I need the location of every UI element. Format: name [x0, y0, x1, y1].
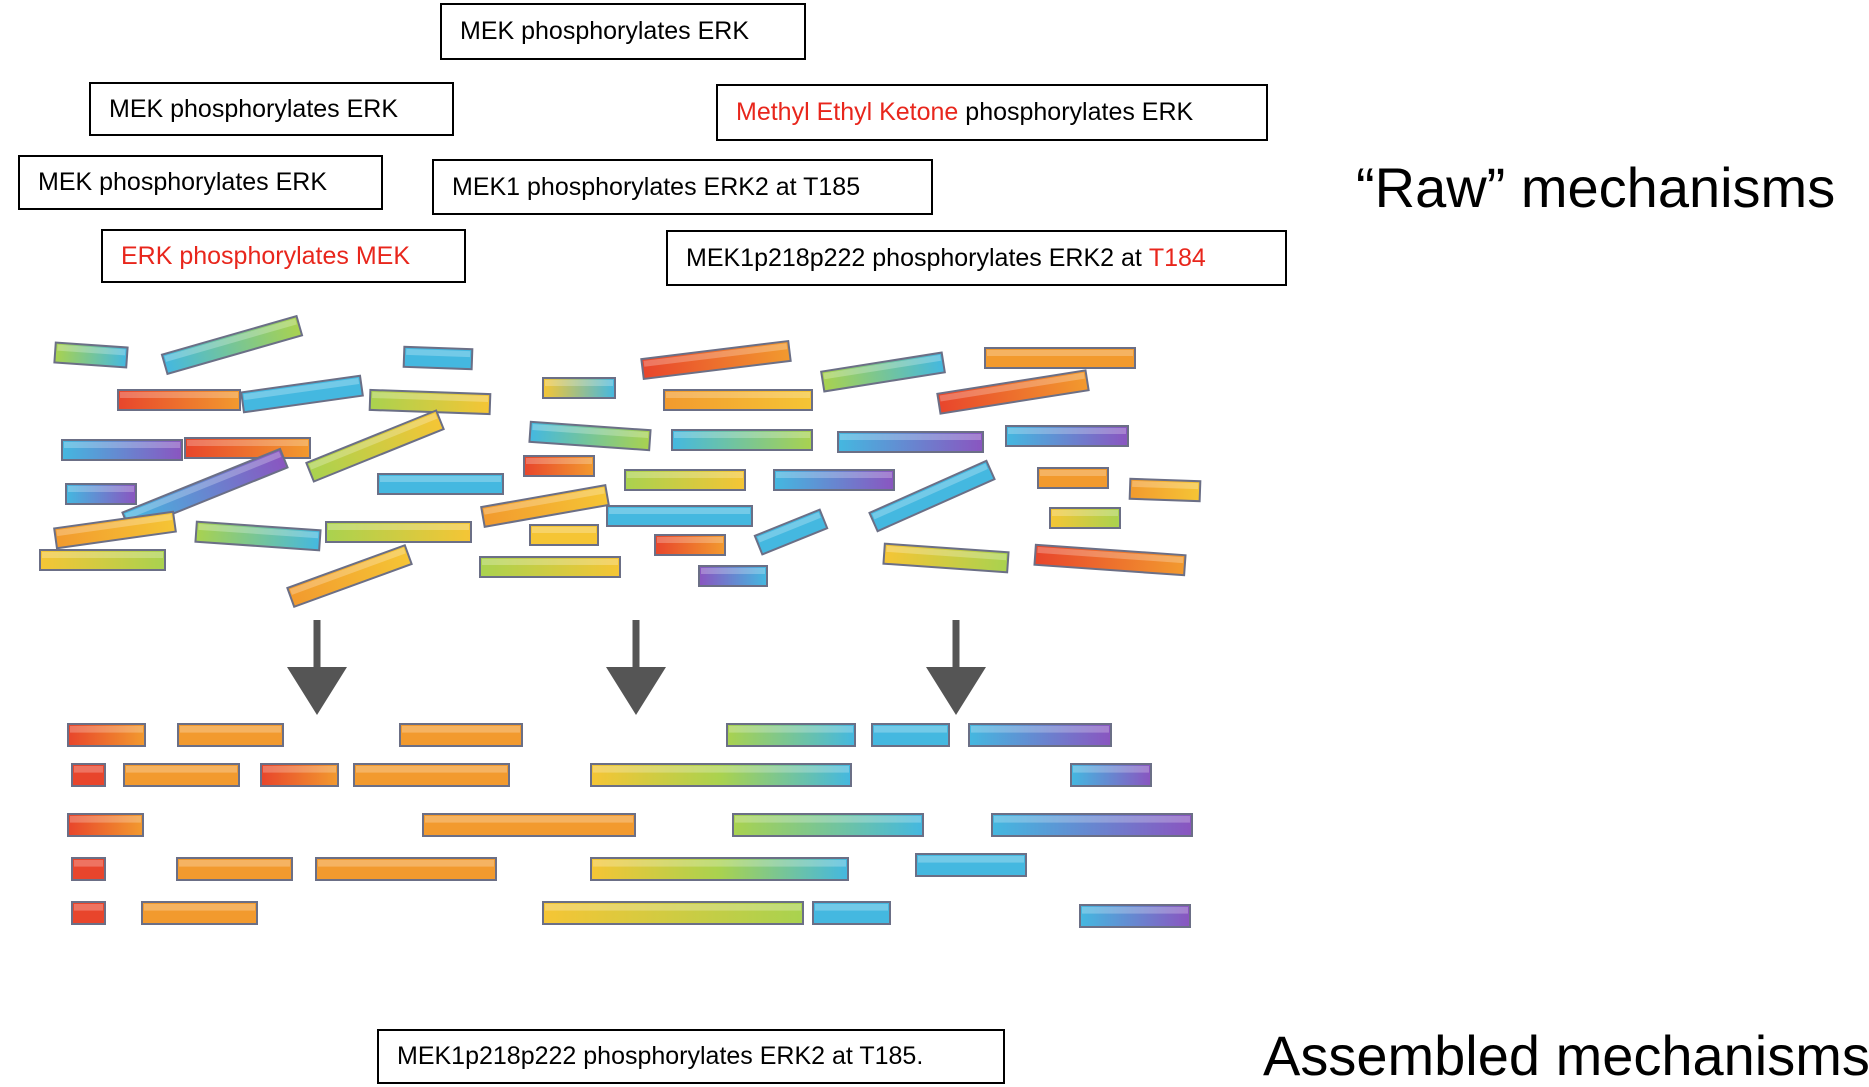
dna-fragment	[480, 484, 610, 528]
dna-fragment	[663, 389, 813, 411]
dna-fragment	[353, 763, 510, 787]
dna-fragment	[812, 901, 891, 925]
dna-fragment	[67, 813, 144, 837]
dna-fragment	[871, 723, 950, 747]
dna-fragment	[1049, 507, 1121, 529]
dna-fragment	[991, 813, 1193, 837]
dna-fragment	[402, 345, 474, 371]
statement-text: MEK1 phosphorylates ERK2 at T185	[452, 172, 861, 201]
dna-fragment	[820, 351, 946, 393]
raw-statement-2: MEK phosphorylates ERK	[89, 82, 454, 136]
dna-fragment	[523, 455, 595, 477]
dna-fragment	[260, 763, 339, 787]
dna-fragment	[71, 763, 106, 787]
down-arrow-icon	[287, 620, 347, 715]
dna-fragment	[837, 431, 984, 453]
dna-fragment	[53, 341, 129, 369]
dna-fragment	[542, 377, 616, 399]
dna-fragment	[1128, 477, 1202, 503]
dna-fragment	[624, 469, 746, 491]
raw-mechanisms-label: “Raw” mechanisms	[1356, 156, 1836, 219]
dna-fragment	[1033, 543, 1187, 577]
fragment-assembly-diagram	[39, 314, 1202, 928]
statement-text: MEK phosphorylates ERK	[109, 94, 399, 123]
statement-text: phosphorylates ERK	[958, 98, 1194, 126]
dna-fragment	[984, 347, 1136, 369]
dna-fragment	[654, 534, 726, 556]
dna-fragment	[240, 374, 364, 414]
dna-fragment	[286, 543, 413, 609]
dna-fragment	[915, 853, 1027, 877]
statement-text-highlight: T184	[1148, 243, 1206, 272]
dna-fragment	[368, 388, 492, 416]
dna-fragment	[1079, 904, 1191, 928]
dna-fragment	[671, 429, 813, 451]
dna-fragment	[141, 901, 258, 925]
dna-fragment	[590, 857, 849, 881]
dna-fragment	[71, 901, 106, 925]
raw-statement-7: MEK1p218p222 phosphorylates ERK2 at T184	[666, 230, 1287, 286]
dna-fragment	[177, 723, 284, 747]
dna-fragment	[479, 556, 621, 578]
dna-fragment	[726, 723, 856, 747]
down-arrow-icon	[926, 620, 986, 715]
dna-fragment	[176, 857, 293, 881]
statement-text: MEK1p218p222 phosphorylates ERK2 at T185…	[397, 1042, 924, 1070]
dna-fragment	[868, 459, 996, 533]
dna-fragment	[529, 524, 599, 546]
dna-fragment	[606, 505, 753, 527]
statement-text-highlight: ERK phosphorylates MEK	[121, 241, 411, 270]
dna-fragment	[65, 483, 137, 505]
dna-fragment	[184, 437, 311, 459]
dna-fragment	[67, 723, 146, 747]
dna-fragment	[936, 369, 1090, 415]
raw-statement-6: ERK phosphorylates MEK	[101, 229, 466, 283]
statement-text: MEK1p218p222 phosphorylates ERK2 at	[686, 243, 1149, 272]
dna-fragment	[325, 521, 472, 543]
dna-fragment	[698, 565, 768, 587]
dna-fragment	[590, 763, 852, 787]
dna-fragment	[399, 723, 523, 747]
dna-fragment	[640, 339, 792, 381]
dna-fragment	[1070, 763, 1152, 787]
dna-fragment	[123, 763, 240, 787]
dna-fragment	[422, 813, 636, 837]
dna-fragment	[1037, 467, 1109, 489]
raw-statement-3: Methyl Ethyl Ketone phosphorylates ERK	[716, 84, 1268, 141]
dna-fragment	[53, 510, 177, 550]
dna-fragment	[61, 439, 183, 461]
statement-text-highlight: Methyl Ethyl Ketone	[736, 98, 959, 126]
dna-fragment	[71, 857, 106, 881]
dna-fragment	[542, 901, 804, 925]
raw-statement-5: MEK1 phosphorylates ERK2 at T185	[432, 159, 933, 215]
dna-fragment	[968, 723, 1112, 747]
assembled-statement: MEK1p218p222 phosphorylates ERK2 at T185…	[377, 1029, 1005, 1084]
dna-fragment	[882, 542, 1010, 574]
dna-fragment	[39, 549, 166, 571]
dna-fragment	[1005, 425, 1129, 447]
statement-text: MEK phosphorylates ERK	[38, 168, 328, 196]
dna-fragment	[753, 508, 829, 556]
dna-fragment	[732, 813, 924, 837]
dna-fragment	[117, 389, 241, 411]
dna-fragment	[305, 409, 445, 483]
down-arrow-icon	[606, 620, 666, 715]
assembled-mechanisms-label: Assembled mechanisms	[1263, 1024, 1869, 1087]
dna-fragment	[528, 420, 652, 452]
raw-statement-4: MEK phosphorylates ERK	[18, 155, 383, 210]
dna-fragment	[160, 314, 304, 376]
dna-fragment	[773, 469, 895, 491]
dna-fragment	[315, 857, 497, 881]
dna-fragment	[377, 473, 504, 495]
dna-fragment	[194, 520, 322, 552]
raw-statement-1: MEK phosphorylates ERK	[440, 3, 806, 60]
statement-text: MEK phosphorylates ERK	[460, 17, 750, 45]
